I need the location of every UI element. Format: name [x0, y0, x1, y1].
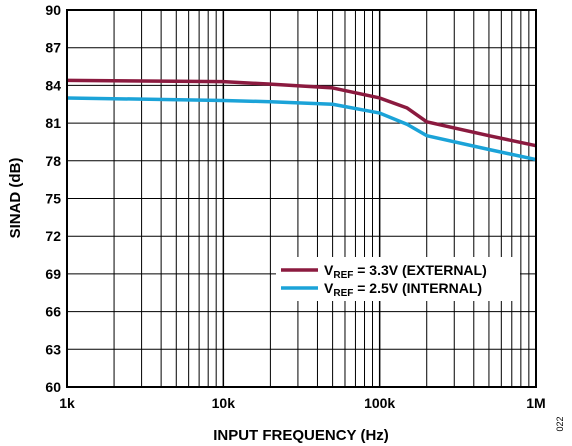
legend-label-internal: VREF = 2.5V (INTERNAL) — [324, 280, 482, 299]
legend: VREF = 3.3V (EXTERNAL) VREF = 2.5V (INTE… — [276, 257, 520, 301]
x-axis-title: INPUT FREQUENCY (Hz) — [213, 427, 389, 444]
x-tick-label: 10k — [212, 395, 236, 411]
legend-background — [276, 257, 520, 301]
legend-label-internal-rest: = 2.5V (INTERNAL) — [353, 280, 482, 296]
plot-frame — [66, 9, 537, 388]
y-tick-label: 60 — [45, 379, 61, 395]
legend-label-external: VREF = 3.3V (EXTERNAL) — [324, 262, 487, 281]
legend-label-external-rest: = 3.3V (EXTERNAL) — [353, 262, 486, 278]
series-lines — [66, 78, 537, 162]
y-axis-title: SINAD (dB) — [7, 158, 24, 239]
x-tick-label: 1k — [59, 395, 75, 411]
y-tick-label: 81 — [45, 115, 61, 131]
x-tick-labels: 1k 10k 100k 1M — [59, 395, 546, 411]
legend-label-internal-sub: REF — [333, 288, 353, 299]
y-tick-label: 66 — [45, 304, 61, 320]
y-tick-label: 75 — [45, 191, 61, 207]
y-tick-label: 78 — [45, 153, 61, 169]
y-tick-label: 90 — [45, 2, 61, 18]
figure-id: 022 — [555, 416, 565, 431]
series-line-internal — [66, 96, 537, 162]
y-tick-label: 72 — [45, 228, 61, 244]
legend-label-external-main: V — [324, 262, 334, 278]
x-tick-label: 100k — [364, 395, 395, 411]
series-line-external — [66, 78, 537, 148]
legend-label-internal-main: V — [324, 280, 334, 296]
y-tick-label: 69 — [45, 266, 61, 282]
legend-label-external-sub: REF — [333, 270, 353, 281]
y-tick-labels: 60 63 66 69 72 75 78 81 84 87 90 — [45, 2, 61, 395]
x-tick-label: 1M — [526, 395, 545, 411]
y-tick-label: 84 — [45, 77, 61, 93]
y-tick-label: 87 — [45, 40, 61, 56]
y-tick-label: 63 — [45, 341, 61, 357]
